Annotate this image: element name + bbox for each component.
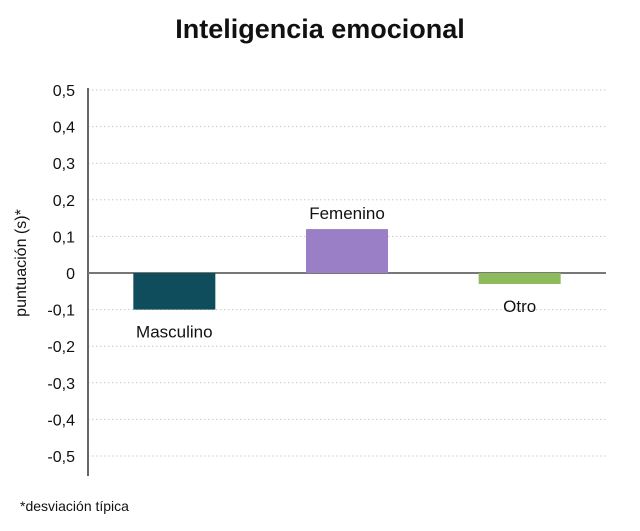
y-tick-label: 0,2 (53, 193, 75, 210)
y-tick-label: 0,3 (53, 156, 75, 173)
chart-title: Inteligencia emocional (175, 14, 465, 44)
category-label: Otro (503, 297, 536, 316)
bar-otro (478, 273, 561, 284)
y-tick-label: -0,1 (47, 303, 75, 320)
bar-labels: Masculino Femenino Otro (136, 204, 536, 342)
y-tick-label: 0,4 (53, 120, 75, 137)
bars (133, 229, 561, 310)
y-tick-label: 0,1 (53, 229, 75, 246)
category-label: Femenino (309, 204, 385, 223)
y-tick-label: 0 (66, 266, 75, 283)
category-label: Masculino (136, 323, 213, 342)
y-tick-label: -0,5 (47, 449, 75, 466)
footnote: *desviación típica (20, 498, 129, 514)
bar-masculino (133, 273, 216, 310)
y-tick-labels: 0,5 0,4 0,3 0,2 0,1 0 -0,1 -0,2 -0,3 -0,4 -0,5 (47, 83, 75, 466)
y-tick-label: -0,3 (47, 376, 75, 393)
y-tick-label: -0,4 (47, 412, 75, 429)
y-tick-label: 0,5 (53, 83, 75, 100)
bar-femenino (306, 229, 388, 273)
y-tick-label: -0,2 (47, 339, 75, 356)
